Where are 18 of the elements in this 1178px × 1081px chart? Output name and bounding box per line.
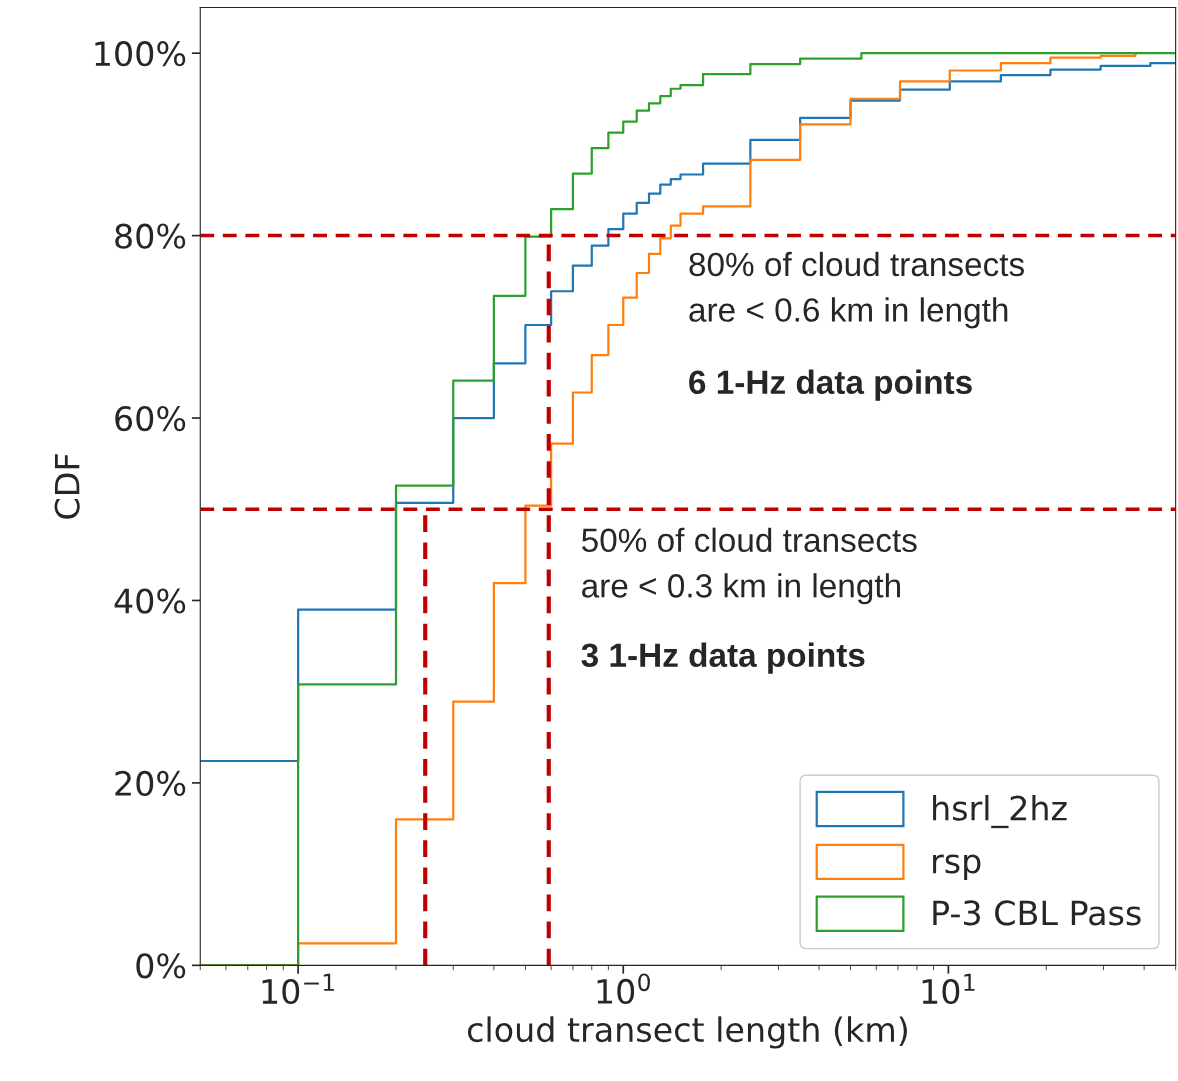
y-tick-label: 0%	[136, 953, 186, 979]
legend-label: hsrl_2hz	[933, 794, 1067, 829]
legend-label: P-3 CBL Pass	[933, 900, 1141, 926]
x-tick-label: 10$^{−1}$	[262, 973, 334, 1005]
y-tick-label: 80%	[115, 223, 186, 249]
y-tick-label: 20%	[115, 770, 186, 797]
y-tick-label: 40%	[114, 588, 186, 614]
annotation: 80% of cloud transects are < 0.6 km in length	[689, 251, 1024, 329]
legend-label: rsp	[933, 854, 981, 881]
y-tick-label: 60%	[115, 405, 186, 432]
x-axis-title: cloud transect length (km)	[467, 1016, 907, 1049]
x-tick-label: 10$^{1}$	[922, 973, 975, 1005]
y-tick-label: 100%	[95, 41, 186, 67]
annotation: 6 1-Hz data points	[689, 369, 972, 401]
annotation: 3 1-Hz data points	[581, 642, 865, 674]
x-tick-label: 10$^{0}$	[597, 973, 650, 1005]
annotation: 50% of cloud transects are < 0.3 km in length	[581, 527, 917, 605]
y-axis-title: CDF	[54, 454, 80, 519]
